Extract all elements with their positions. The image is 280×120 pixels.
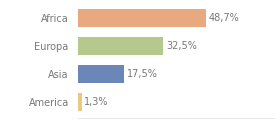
Bar [78,93,82,111]
Text: 17,5%: 17,5% [127,69,158,79]
Bar [78,37,163,55]
Bar [78,9,206,27]
Text: 48,7%: 48,7% [208,13,239,23]
Text: 32,5%: 32,5% [166,41,197,51]
Bar [78,65,124,83]
Text: 1,3%: 1,3% [84,97,109,107]
